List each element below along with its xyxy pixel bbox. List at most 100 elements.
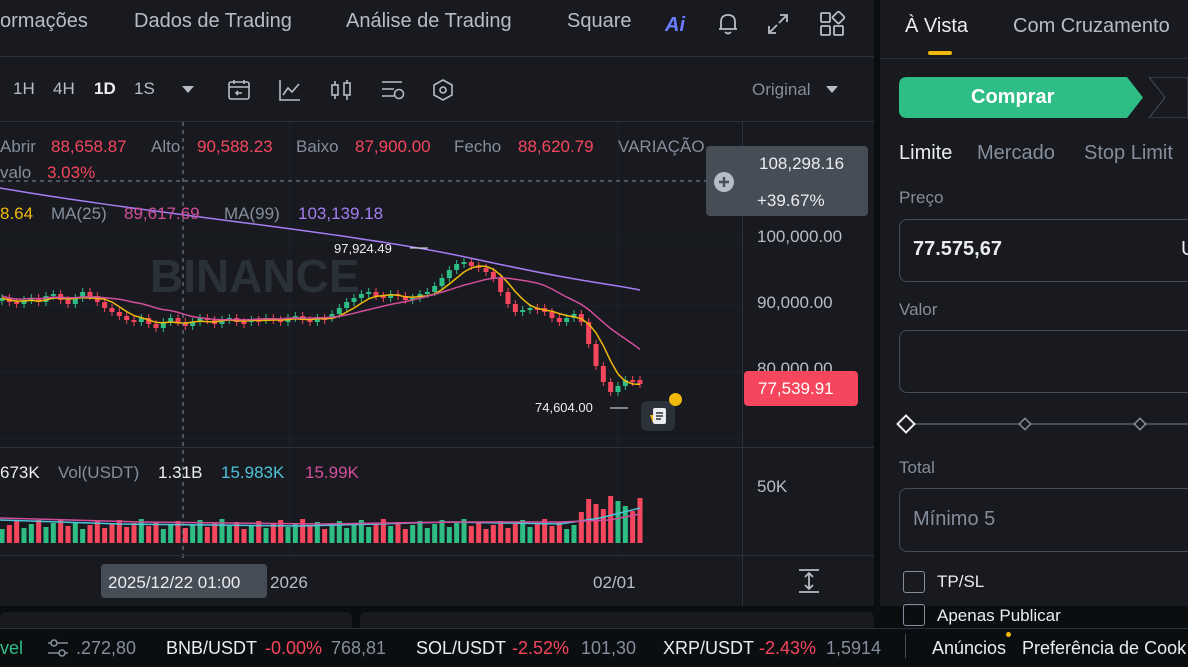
candle: [329, 314, 335, 318]
replay-icon[interactable]: [227, 78, 251, 102]
ma99-value: 103,139.18: [298, 204, 384, 223]
amount-slider[interactable]: [894, 410, 1188, 438]
buy-tab-button[interactable]: [899, 77, 1188, 118]
fit-icon[interactable]: [797, 568, 821, 594]
ticker-change: -2.43%: [759, 638, 817, 658]
candle: [520, 310, 526, 312]
open-label: Abrir: [0, 137, 36, 156]
ticker-symbol[interactable]: XRP/USDT: [663, 638, 755, 658]
settings-sliders-icon[interactable]: [47, 638, 69, 658]
tab-active-indicator: [928, 51, 952, 55]
chart-grid: [0, 122, 742, 555]
volume-ma5: 15.983K: [221, 463, 285, 482]
bell-icon[interactable]: [715, 11, 741, 37]
ticker-symbol[interactable]: BNB/USDT: [166, 638, 258, 658]
fullscreen-icon[interactable]: [766, 12, 790, 36]
lower-panel-left: [0, 612, 352, 628]
candle: [72, 298, 78, 304]
candle: [461, 262, 467, 264]
high-label: Alto: [151, 137, 181, 156]
candle: [351, 298, 357, 302]
volume-bar: [0, 529, 5, 543]
amount-input[interactable]: [899, 330, 1188, 393]
candle: [336, 308, 342, 314]
chevron-down-icon[interactable]: [181, 85, 195, 95]
order-type-market[interactable]: Mercado: [977, 142, 1055, 164]
tab-spot[interactable]: À Vista: [905, 15, 968, 37]
order-type-limit[interactable]: Limite: [899, 142, 953, 164]
ai-button[interactable]: Ai: [665, 14, 685, 36]
volume-bar: [307, 526, 313, 543]
post-only-checkbox[interactable]: [903, 604, 925, 626]
candle: [14, 302, 20, 304]
top-nav: [0, 0, 874, 57]
candle: [146, 318, 152, 324]
hexagon-icon[interactable]: [431, 78, 455, 102]
cookie-preferences-link[interactable]: Preferência de Cook: [1022, 638, 1187, 658]
interval-1d[interactable]: 1D: [94, 79, 116, 98]
candle-icon[interactable]: [329, 78, 353, 102]
nav-item-square[interactable]: Square: [567, 10, 632, 32]
tpsl-checkbox[interactable]: [903, 571, 925, 593]
layout-icon[interactable]: [380, 78, 406, 102]
candle: [556, 318, 562, 322]
price-input[interactable]: [899, 219, 1188, 282]
candle: [153, 324, 159, 328]
nav-item-information[interactable]: ormações: [0, 10, 88, 32]
tooltip-price: 108,298.16: [759, 154, 845, 173]
volume-bar: [578, 512, 584, 543]
time-axis-divider: [0, 555, 874, 556]
volume-bar: [160, 529, 166, 543]
tab-cross[interactable]: Com Cruzamento: [1013, 15, 1170, 37]
candle: [219, 320, 225, 324]
view-mode-chevron-icon[interactable]: [825, 85, 839, 95]
candle: [527, 308, 533, 310]
volume-bar: [417, 521, 423, 543]
candle: [380, 296, 386, 298]
candle: [102, 302, 108, 308]
candle: [615, 386, 621, 392]
volume-left-value: 673K: [0, 463, 40, 482]
volume-bar: [87, 525, 93, 543]
total-placeholder: Mínimo 5: [913, 508, 996, 530]
indicator-icon[interactable]: [278, 78, 302, 102]
nav-item-trading-data[interactable]: Dados de Trading: [134, 10, 292, 32]
volume-bar: [637, 498, 643, 543]
ma7-line: [1, 265, 641, 386]
volume-bar: [58, 519, 64, 543]
candle: [109, 308, 115, 312]
volume-bar: [571, 525, 577, 543]
volume-bar: [600, 509, 606, 543]
total-input[interactable]: [899, 488, 1188, 552]
grid-icon[interactable]: [819, 11, 845, 37]
announcements-link[interactable]: Anúncios: [932, 638, 1007, 658]
plus-circle-icon[interactable]: [713, 171, 735, 193]
volume-bar: [622, 506, 628, 543]
interval-1h[interactable]: 1H: [13, 79, 35, 98]
interval-1w[interactable]: 1S: [134, 79, 155, 98]
price-unit: U: [1181, 238, 1188, 261]
candle: [175, 318, 181, 322]
volume-bar: [28, 524, 34, 543]
volume-bar: [182, 528, 188, 543]
price-axis-label: 100,000.00: [757, 227, 843, 246]
candle: [50, 294, 56, 296]
nav-item-trading-analysis[interactable]: Análise de Trading: [346, 10, 512, 32]
volume-bar: [461, 519, 467, 543]
candlestick-chart[interactable]: BINANCE: [0, 122, 874, 606]
volume-bar: [424, 528, 430, 543]
candle: [608, 382, 614, 392]
amount-label: Valor: [899, 300, 938, 319]
volume-bar: [153, 522, 159, 543]
volume-bar: [263, 528, 269, 543]
ticker-symbol[interactable]: SOL/USDT: [416, 638, 507, 658]
buy-label: Comprar: [971, 86, 1055, 108]
order-type-stop-limit[interactable]: Stop Limit: [1084, 142, 1173, 164]
interval-4h[interactable]: 4H: [53, 79, 75, 98]
ticker-divider: [905, 634, 906, 658]
crosshair-date-badge: [101, 564, 267, 598]
volume-usdt: 1.31B: [158, 463, 203, 482]
toolbar-divider: [0, 121, 874, 122]
high-annotation: 97,924.49: [334, 241, 392, 256]
view-mode-select[interactable]: Original: [752, 80, 811, 99]
